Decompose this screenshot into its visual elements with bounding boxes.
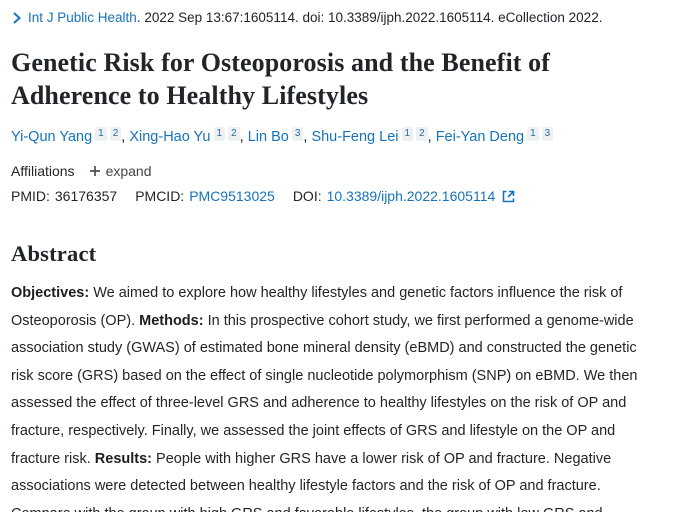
pmcid-link[interactable]: PMC9513025 — [189, 188, 275, 204]
abstract-text: Objectives: We aimed to explore how heal… — [11, 280, 660, 512]
affiliation-sup[interactable]: 3 — [541, 127, 554, 141]
author-item: Fei-Yan Deng 1 3 — [435, 127, 554, 145]
affiliation-sup[interactable]: 1 — [527, 127, 539, 141]
author-link[interactable]: Shu-Feng Lei — [311, 129, 399, 145]
affiliation-sup[interactable]: 2 — [109, 127, 122, 141]
affiliation-sup[interactable]: 1 — [95, 127, 107, 141]
author-link[interactable]: Lin Bo — [247, 129, 289, 145]
expand-affiliations-button[interactable]: expand — [89, 163, 152, 179]
affiliation-sup[interactable]: 2 — [416, 127, 428, 141]
abstract-section-label: Objectives: — [11, 285, 90, 301]
affiliation-sup[interactable]: 1 — [401, 127, 414, 141]
doi-label: DOI: — [292, 188, 322, 204]
author-link[interactable]: Xing-Hao Yu — [129, 129, 211, 145]
chevron-right-icon[interactable] — [11, 12, 22, 24]
doi-item: DOI: 10.3389/ijph.2022.1605114 — [293, 188, 515, 204]
external-link-icon[interactable] — [502, 190, 515, 203]
affiliation-sup[interactable]: 2 — [228, 127, 240, 141]
abstract-section-label: Methods: — [139, 312, 204, 329]
affiliations-label: Affiliations — [11, 163, 75, 179]
abstract-section-label: Results: — [94, 450, 153, 467]
author-item: Yi-Qun Yang 1 2, — [11, 127, 126, 145]
affiliation-sup[interactable]: 3 — [291, 127, 304, 141]
abstract-section-methods: Methods: In this prospective cohort stud… — [11, 312, 638, 467]
affiliations-row: Affiliations expand — [11, 163, 660, 179]
pmcid-label: PMCID: — [135, 188, 185, 204]
author-link[interactable]: Fei-Yan Deng — [435, 129, 525, 145]
plus-icon — [89, 165, 101, 177]
abstract-heading: Abstract — [11, 241, 97, 266]
doi-link[interactable]: 10.3389/ijph.2022.1605114 — [326, 188, 496, 204]
author-item: Lin Bo 3, — [247, 127, 308, 145]
author-item: Shu-Feng Lei 1 2, — [311, 127, 432, 145]
author-item: Xing-Hao Yu 1 2, — [129, 127, 244, 145]
abstract-section-results: Results: People with higher GRS have a l… — [11, 450, 612, 512]
journal-link[interactable]: Int J Public Health — [28, 10, 137, 25]
pmid-label: PMID: — [11, 188, 50, 204]
author-link[interactable]: Yi-Qun Yang — [11, 129, 93, 145]
page-title: Genetic Risk for Osteoporosis and the Be… — [11, 48, 550, 110]
pmid-item: PMID: 36176357 — [11, 188, 117, 204]
citation-line: Int J Public Health. 2022 Sep 13:67:1605… — [11, 9, 660, 27]
identifiers-row: PMID: 36176357 PMCID: PMC9513025 DOI: 10… — [11, 188, 660, 204]
pmcid-item: PMCID: PMC9513025 — [135, 188, 275, 204]
authors-list: Yi-Qun Yang 1 2, Xing-Hao Yu 1 2, Lin Bo 3, S… — [11, 127, 660, 147]
affiliation-sup[interactable]: 1 — [213, 127, 226, 141]
abstract-section-objectives: Objectives: We aimed to explore how heal… — [11, 285, 623, 329]
pmid-value: 36176357 — [54, 188, 118, 204]
citation-details: . 2022 Sep 13:67:1605114. doi: 10.3389/i… — [136, 10, 603, 25]
expand-label: expand — [105, 163, 152, 179]
